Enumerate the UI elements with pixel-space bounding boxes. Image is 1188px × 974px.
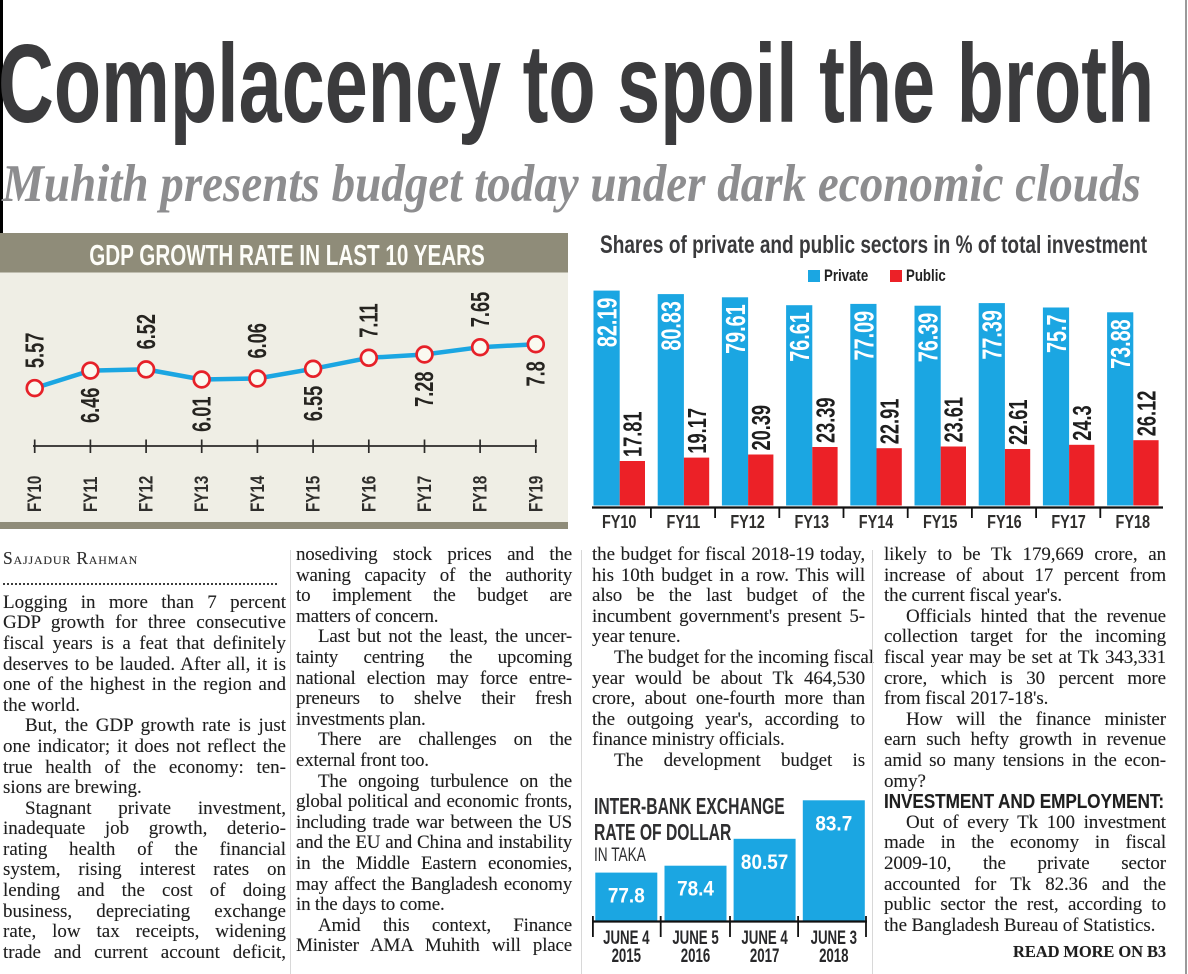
svg-text:IN TAKA: IN TAKA xyxy=(594,844,646,866)
svg-text:73.88: 73.88 xyxy=(1106,319,1137,369)
svg-text:80.57: 80.57 xyxy=(741,851,788,874)
svg-text:76.61: 76.61 xyxy=(785,312,816,362)
svg-text:2016: 2016 xyxy=(681,944,710,966)
svg-text:FY10: FY10 xyxy=(602,511,636,532)
svg-text:2017: 2017 xyxy=(750,944,779,966)
svg-text:23.39: 23.39 xyxy=(811,397,840,443)
svg-text:JUNE 4: JUNE 4 xyxy=(603,926,650,948)
svg-text:5.57: 5.57 xyxy=(20,333,49,368)
svg-text:FY15: FY15 xyxy=(923,511,957,532)
svg-text:6.55: 6.55 xyxy=(299,386,328,421)
svg-text:FY13: FY13 xyxy=(191,476,213,512)
svg-text:FY16: FY16 xyxy=(987,511,1021,532)
svg-text:JUNE 4: JUNE 4 xyxy=(741,926,788,948)
svg-text:Shares of private and public s: Shares of private and public sectors in … xyxy=(600,231,1148,259)
svg-text:FY17: FY17 xyxy=(413,476,435,512)
svg-text:26.12: 26.12 xyxy=(1132,391,1161,437)
svg-text:RATE OF DOLLAR: RATE OF DOLLAR xyxy=(594,820,731,846)
svg-text:FY10: FY10 xyxy=(24,476,46,512)
svg-text:22.91: 22.91 xyxy=(875,399,904,445)
svg-text:22.61: 22.61 xyxy=(1004,399,1033,445)
svg-text:FY18: FY18 xyxy=(469,475,491,512)
svg-text:23.61: 23.61 xyxy=(939,397,968,443)
svg-text:7.11: 7.11 xyxy=(354,303,383,337)
svg-text:FY17: FY17 xyxy=(1051,511,1085,532)
svg-text:20.39: 20.39 xyxy=(747,405,776,451)
svg-text:7.28: 7.28 xyxy=(410,372,439,407)
svg-text:JUNE 3: JUNE 3 xyxy=(811,926,857,948)
svg-text:80.83: 80.83 xyxy=(657,301,688,351)
svg-text:FY14: FY14 xyxy=(246,475,268,512)
svg-text:6.46: 6.46 xyxy=(76,388,105,423)
svg-text:77.09: 77.09 xyxy=(849,311,880,361)
svg-text:FY14: FY14 xyxy=(859,511,894,532)
svg-text:Private: Private xyxy=(824,267,868,286)
svg-text:24.3: 24.3 xyxy=(1068,405,1097,440)
svg-text:83.7: 83.7 xyxy=(815,812,852,835)
svg-text:Public: Public xyxy=(906,267,946,286)
svg-text:76.39: 76.39 xyxy=(913,313,944,363)
svg-text:FY18: FY18 xyxy=(1116,511,1150,532)
svg-text:JUNE 5: JUNE 5 xyxy=(672,926,718,948)
svg-text:FY16: FY16 xyxy=(358,476,380,512)
svg-text:2018: 2018 xyxy=(819,944,848,966)
svg-text:82.19: 82.19 xyxy=(592,298,623,348)
svg-text:FY15: FY15 xyxy=(302,475,324,512)
svg-text:17.81: 17.81 xyxy=(619,411,648,457)
svg-text:19.17: 19.17 xyxy=(683,408,712,454)
svg-text:79.61: 79.61 xyxy=(721,304,752,354)
svg-text:78.4: 78.4 xyxy=(677,878,715,901)
svg-text:7.65: 7.65 xyxy=(466,292,495,327)
svg-text:FY13: FY13 xyxy=(795,511,829,532)
svg-text:FY11: FY11 xyxy=(79,476,101,512)
svg-text:FY11: FY11 xyxy=(667,511,701,532)
svg-text:INTER-BANK EXCHANGE: INTER-BANK EXCHANGE xyxy=(594,794,785,820)
svg-text:7.8: 7.8 xyxy=(521,361,550,386)
svg-text:6.06: 6.06 xyxy=(243,323,272,358)
svg-text:77.8: 77.8 xyxy=(608,885,645,908)
svg-text:6.01: 6.01 xyxy=(187,397,216,432)
svg-text:2015: 2015 xyxy=(612,944,641,966)
svg-text:75.7: 75.7 xyxy=(1042,315,1073,354)
svg-text:GDP GROWTH RATE IN LAST 10 YEA: GDP GROWTH RATE IN LAST 10 YEARS xyxy=(89,240,485,272)
svg-text:77.39: 77.39 xyxy=(978,310,1009,360)
svg-text:FY19: FY19 xyxy=(525,476,547,512)
svg-text:FY12: FY12 xyxy=(135,476,157,512)
svg-text:FY12: FY12 xyxy=(730,511,764,532)
svg-text:6.52: 6.52 xyxy=(132,314,161,349)
